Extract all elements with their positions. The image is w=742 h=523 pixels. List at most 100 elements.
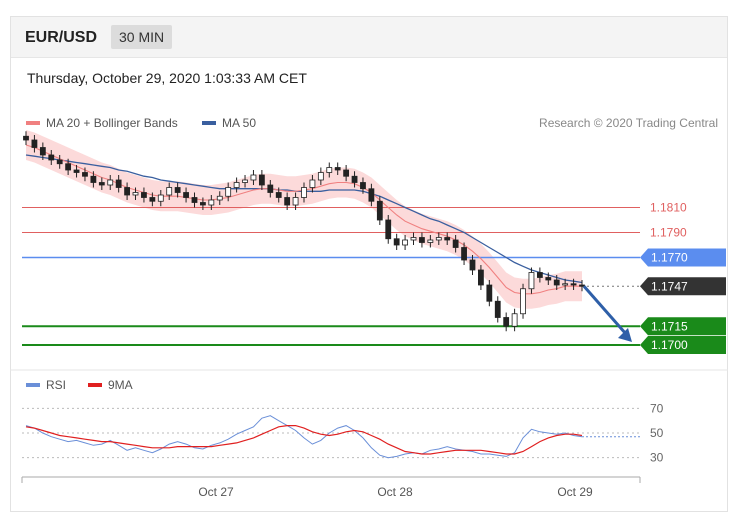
- candle-body: [452, 239, 459, 248]
- candle-body: [486, 284, 493, 302]
- candle-body: [435, 237, 442, 241]
- forecast-arrow-shaft: [582, 285, 628, 335]
- timeframe-badge[interactable]: 30 MIN: [111, 25, 173, 49]
- rsi-ma-line: [25, 425, 583, 455]
- candle-body: [419, 237, 425, 243]
- candle-body: [183, 192, 189, 198]
- candle-body: [469, 259, 476, 271]
- candle-body: [90, 175, 97, 183]
- candle-body: [309, 179, 316, 188]
- candle-body: [528, 272, 535, 290]
- bollinger-band: [26, 130, 582, 309]
- rsi-legend-label-0: RSI: [46, 378, 66, 392]
- level-label-1.1747: 1.1747: [651, 279, 688, 293]
- candle-body: [553, 279, 560, 286]
- legend-swatch-0: [26, 121, 40, 125]
- rsi-tick-70: 70: [650, 401, 664, 415]
- candle-body: [174, 187, 181, 193]
- candle-body: [301, 187, 307, 198]
- x-tick-label-2: Oct 29: [557, 485, 593, 499]
- candle-body: [503, 317, 510, 327]
- candle-body: [368, 188, 375, 202]
- candle-body: [115, 179, 122, 188]
- candle-body: [141, 192, 147, 198]
- rsi-legend-label-1: 9MA: [108, 378, 133, 392]
- legend-label-1: MA 50: [222, 116, 256, 130]
- candle-body: [376, 200, 383, 221]
- candle-body: [292, 197, 299, 206]
- candle-body: [579, 284, 585, 287]
- candle-body: [393, 238, 400, 246]
- candle-body: [511, 313, 518, 327]
- rsi-legend-swatch-1: [88, 383, 102, 387]
- credit-text: Research © 2020 Trading Central: [539, 116, 718, 130]
- timestamp: Thursday, October 29, 2020 1:03:33 AM CE…: [27, 70, 307, 86]
- candle-body: [107, 179, 114, 186]
- candle-body: [494, 300, 501, 318]
- candle-body: [545, 277, 552, 281]
- candle-body: [427, 239, 434, 243]
- candle-body: [326, 167, 333, 173]
- candle-body: [225, 187, 232, 197]
- candle-body: [267, 184, 274, 193]
- chart-header: EUR/USD 30 MIN: [11, 17, 727, 58]
- level-label-1.1770: 1.1770: [651, 251, 688, 265]
- candle-body: [216, 195, 223, 201]
- legend-label-0: MA 20 + Bollinger Bands: [46, 116, 178, 130]
- candle-body: [385, 219, 392, 240]
- candle-body: [343, 169, 350, 177]
- candle-body: [65, 163, 72, 171]
- candle-body: [317, 172, 324, 181]
- level-label-1.1700: 1.1700: [651, 338, 688, 352]
- candle-body: [157, 194, 164, 202]
- legend-swatch-1: [202, 121, 216, 125]
- candle-body: [242, 179, 248, 183]
- level-tag-1.1747: [640, 277, 726, 296]
- candle-body: [520, 288, 526, 315]
- chart-widget: EUR/USD 30 MIN Thursday, October 29, 202…: [10, 16, 728, 512]
- candle-body: [208, 199, 215, 206]
- candle-body: [124, 187, 130, 196]
- candle-body: [570, 283, 577, 286]
- candle-body: [334, 167, 341, 171]
- candle-body: [275, 192, 282, 198]
- candle-body: [562, 283, 569, 286]
- candle-body: [233, 182, 240, 188]
- level-label-1.1715: 1.1715: [651, 319, 688, 333]
- candle-body: [360, 182, 366, 190]
- forecast-arrow-head: [618, 328, 632, 342]
- candle-body: [478, 269, 484, 286]
- candle-body: [258, 174, 265, 186]
- candle-body: [461, 247, 467, 261]
- candle-body: [73, 169, 80, 173]
- rsi-line: [25, 415, 583, 459]
- candle-body: [149, 197, 156, 202]
- candle-body: [23, 135, 29, 141]
- candle-body: [56, 159, 63, 165]
- candle-body: [39, 147, 46, 156]
- x-tick-label-0: Oct 27: [198, 485, 234, 499]
- x-tick-label-1: Oct 28: [377, 485, 413, 499]
- candle-body: [48, 154, 55, 161]
- candle-body: [250, 174, 257, 181]
- rsi-tick-50: 50: [650, 426, 664, 440]
- candle-body: [536, 272, 543, 278]
- candle-body: [284, 197, 291, 206]
- candle-body: [132, 192, 139, 196]
- level-label-1.1810: 1.1810: [650, 201, 687, 215]
- level-tag-1.1770: [640, 248, 726, 267]
- level-tag-1.1715: [640, 317, 726, 336]
- level-label-1.1790: 1.1790: [650, 226, 687, 240]
- candle-body: [200, 202, 206, 206]
- rsi-legend-swatch-0: [26, 383, 40, 387]
- candle-body: [351, 175, 358, 183]
- candle-body: [31, 139, 38, 148]
- rsi-tick-30: 30: [650, 451, 664, 465]
- candle-body: [166, 187, 173, 196]
- candle-body: [410, 237, 417, 241]
- candle-body: [402, 239, 408, 246]
- candle-body: [98, 182, 105, 186]
- level-tag-1.1700: [640, 336, 726, 354]
- candle-body: [82, 172, 88, 177]
